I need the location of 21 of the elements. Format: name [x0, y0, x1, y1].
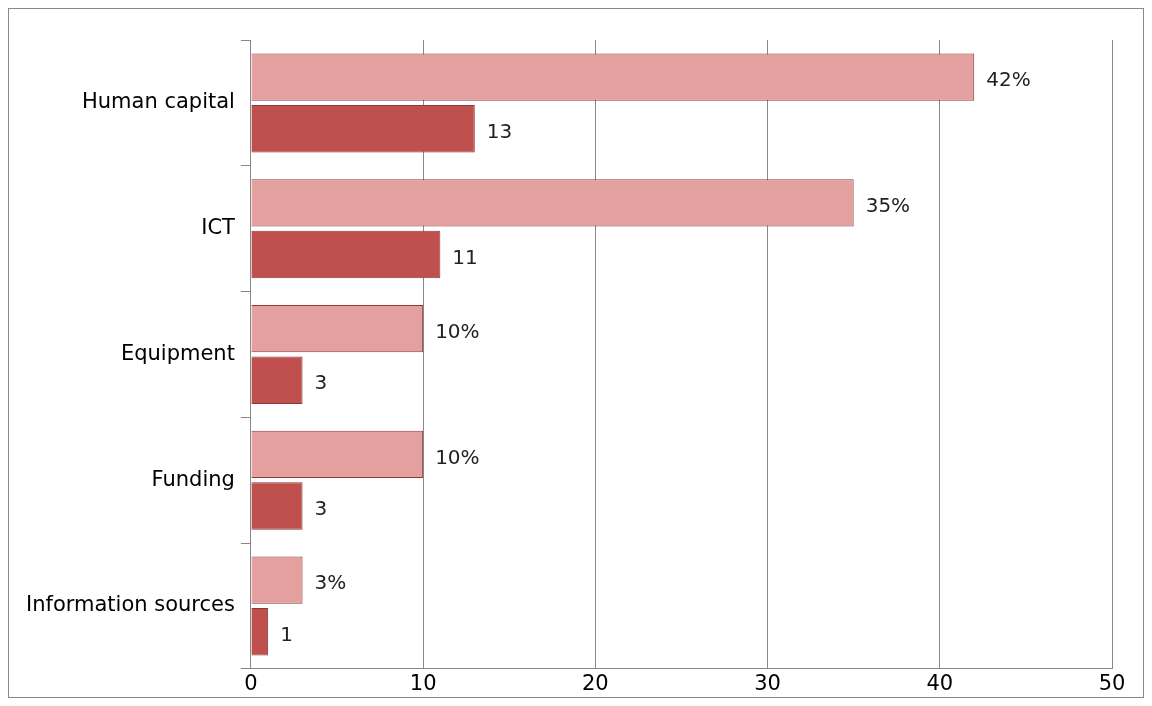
data-label: 3% — [314, 570, 347, 595]
x-tick-label: 40 — [926, 670, 954, 695]
data-label: 11 — [452, 244, 478, 269]
data-label: 42% — [986, 67, 1031, 92]
y-tick-label: ICT — [201, 215, 236, 240]
x-tick-label: 10 — [409, 670, 437, 695]
data-label: 3 — [314, 496, 328, 521]
x-tick-label: 30 — [754, 670, 781, 695]
data-label: 10% — [435, 444, 480, 469]
y-tick-label: Information sources — [25, 592, 235, 617]
data-label: 35% — [865, 193, 911, 218]
data-label: 3 — [314, 370, 328, 395]
data-label: 1 — [280, 621, 293, 646]
y-tick-label: Funding — [151, 466, 235, 491]
x-tick-label: 50 — [1098, 670, 1126, 695]
x-tick-label: 20 — [581, 670, 609, 695]
y-tick-label: Equipment — [120, 340, 235, 365]
x-tick-label: 0 — [244, 670, 258, 695]
data-label: 10% — [435, 318, 480, 343]
y-tick-label: Human capital — [81, 89, 235, 114]
data-label: 13 — [486, 118, 513, 143]
